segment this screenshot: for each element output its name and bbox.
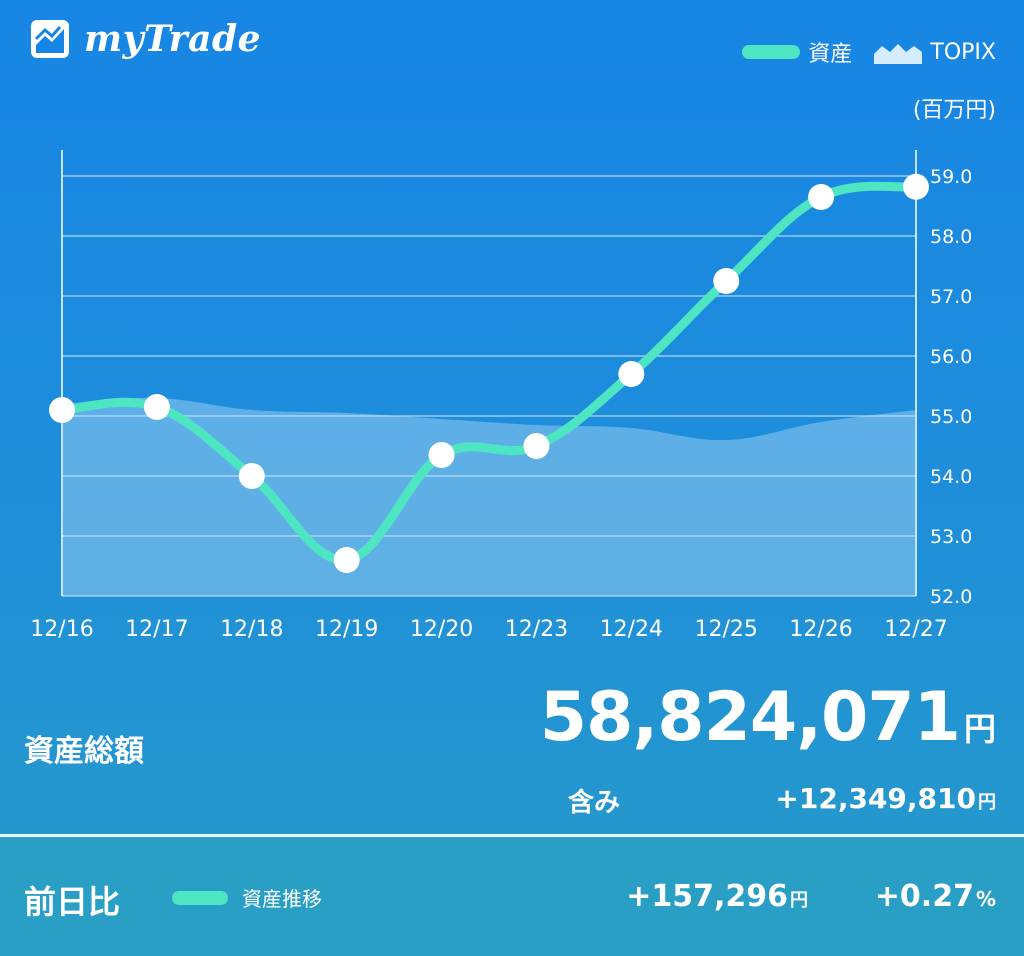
legend-item-topix[interactable]: TOPIX	[874, 40, 996, 65]
daily-change-bar: 前日比 資産推移 +157,296 円 +0.27 %	[0, 837, 1024, 956]
daily-change-percent-number: +0.27	[874, 879, 974, 914]
asset-line	[57, 181, 921, 565]
area-chart-icon	[874, 44, 923, 64]
y-tick-label: 55.0	[930, 406, 972, 428]
logo-icon	[31, 20, 69, 58]
asset-data-point	[713, 268, 740, 294]
x-tick-label: 12/19	[315, 617, 378, 642]
daily-change-amount: +157,296 円	[626, 879, 808, 914]
x-tick-label: 12/26	[789, 617, 852, 642]
daily-change-unit: 円	[790, 890, 808, 911]
x-tick-label: 12/18	[220, 617, 283, 642]
y-tick-label: 57.0	[930, 286, 972, 308]
daily-change-percent: +0.27 %	[875, 879, 996, 914]
x-tick-label: 12/27	[884, 617, 947, 642]
total-assets-value: 58,824,071 円	[540, 678, 996, 757]
section-divider	[0, 834, 1024, 837]
asset-data-point	[333, 547, 360, 573]
asset-data-point	[49, 397, 75, 423]
asset-data-point	[143, 394, 170, 420]
chart-legend: 資産 TOPIX	[742, 36, 996, 68]
y-tick-label: 58.0	[930, 226, 972, 248]
legend-assets-label: 資産	[808, 42, 853, 67]
daily-change-percent-unit: %	[975, 887, 996, 911]
asset-data-point	[428, 442, 455, 468]
app-logo: myTrade	[30, 18, 261, 60]
asset-data-point	[523, 433, 550, 459]
x-tick-label: 12/25	[695, 617, 758, 642]
legend-topix-label: TOPIX	[930, 39, 996, 65]
topix-area	[62, 397, 916, 596]
x-tick-label: 12/16	[30, 617, 93, 642]
legend-item-assets[interactable]: 資産	[742, 36, 852, 68]
y-tick-label: 56.0	[930, 346, 972, 368]
x-tick-label: 12/23	[505, 617, 568, 642]
asset-data-point	[618, 361, 645, 387]
y-tick-label: 54.0	[930, 466, 972, 488]
asset-chart[interactable]: 59.0 58.0 57.0 56.0 55.0 54.0 53.0 52.0 12/16 12/…	[0, 0, 1024, 660]
unit-label: (百万円)	[912, 98, 996, 123]
asset-trend-label: 資産推移	[242, 887, 322, 911]
total-assets-number: 58,824,071	[539, 678, 961, 757]
daily-change-number: +157,296	[626, 879, 788, 914]
unrealized-label: 含み	[568, 788, 621, 818]
x-tick-label: 12/24	[600, 617, 663, 642]
total-assets-unit: 円	[963, 710, 996, 748]
unrealized-number: +12,349,810	[775, 782, 976, 815]
unrealized-unit: 円	[978, 792, 996, 813]
y-tick-label: 59.0	[930, 166, 972, 188]
asset-trend-legend[interactable]: 資産推移	[172, 883, 322, 912]
asset-data-point	[238, 463, 265, 489]
daily-change-label: 前日比	[24, 883, 121, 921]
asset-data-point	[903, 173, 929, 200]
app-name: myTrade	[84, 18, 262, 60]
total-assets-label: 資産総額	[24, 734, 144, 769]
x-tick-label: 12/20	[410, 617, 473, 642]
assets-line-swatch	[742, 45, 801, 59]
x-tick-label: 12/17	[125, 617, 188, 642]
unrealized-value: +12,349,810 円	[775, 782, 996, 815]
y-tick-label: 52.0	[930, 586, 972, 608]
asset-data-point	[808, 184, 835, 210]
asset-trend-swatch	[172, 890, 228, 905]
y-tick-label: 53.0	[930, 526, 972, 548]
